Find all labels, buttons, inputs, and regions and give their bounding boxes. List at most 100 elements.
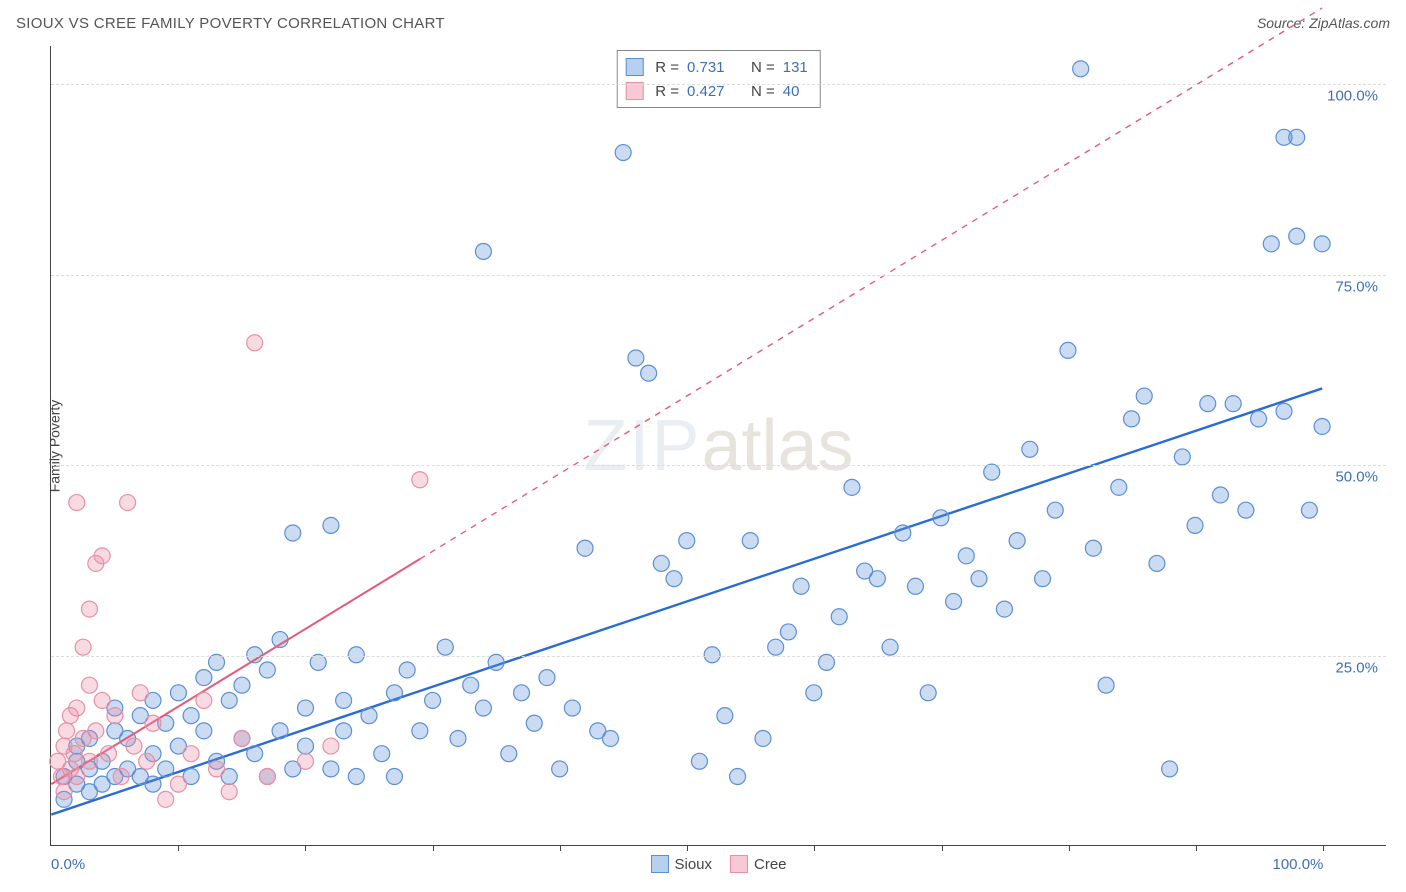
data-point-sioux xyxy=(298,700,314,716)
data-point-sioux xyxy=(602,730,618,746)
data-point-sioux xyxy=(1047,502,1063,518)
data-point-sioux xyxy=(1263,236,1279,252)
data-point-sioux xyxy=(907,578,923,594)
data-point-sioux xyxy=(895,525,911,541)
data-point-sioux xyxy=(1251,411,1267,427)
data-point-cree xyxy=(69,769,85,785)
data-point-sioux xyxy=(1009,533,1025,549)
data-point-sioux xyxy=(1085,540,1101,556)
data-point-cree xyxy=(412,472,428,488)
data-point-cree xyxy=(56,784,72,800)
correlation-legend-row: R =0.731N =131 xyxy=(625,55,808,79)
data-point-sioux xyxy=(475,243,491,259)
data-point-cree xyxy=(69,700,85,716)
x-tick xyxy=(814,845,815,851)
data-point-sioux xyxy=(984,464,1000,480)
x-tick xyxy=(942,845,943,851)
data-point-sioux xyxy=(259,662,275,678)
data-point-sioux xyxy=(501,746,517,762)
data-point-sioux xyxy=(679,533,695,549)
y-tick-label: 25.0% xyxy=(1335,659,1378,676)
data-point-sioux xyxy=(1022,441,1038,457)
x-tick xyxy=(687,845,688,851)
data-point-sioux xyxy=(1225,396,1241,412)
data-point-sioux xyxy=(806,685,822,701)
data-point-cree xyxy=(66,746,82,762)
data-point-sioux xyxy=(628,350,644,366)
data-point-cree xyxy=(59,723,75,739)
data-point-sioux xyxy=(158,761,174,777)
series-legend-label: Sioux xyxy=(674,856,712,873)
r-value: 0.731 xyxy=(687,59,735,76)
data-point-sioux xyxy=(844,479,860,495)
data-point-cree xyxy=(126,738,142,754)
data-point-cree xyxy=(209,761,225,777)
data-point-sioux xyxy=(946,594,962,610)
data-point-sioux xyxy=(425,692,441,708)
chart-source: Source: ZipAtlas.com xyxy=(1257,15,1390,31)
data-point-sioux xyxy=(1162,761,1178,777)
data-point-sioux xyxy=(958,548,974,564)
data-point-sioux xyxy=(1136,388,1152,404)
correlation-legend: R =0.731N =131R =0.427N =40 xyxy=(616,50,821,108)
data-point-sioux xyxy=(348,769,364,785)
data-point-sioux xyxy=(1289,129,1305,145)
data-point-sioux xyxy=(336,723,352,739)
data-point-sioux xyxy=(1060,342,1076,358)
data-point-sioux xyxy=(247,746,263,762)
data-point-sioux xyxy=(209,654,225,670)
data-point-sioux xyxy=(450,730,466,746)
x-tick-label: 0.0% xyxy=(51,856,85,873)
data-point-sioux xyxy=(437,639,453,655)
data-point-sioux xyxy=(183,708,199,724)
data-point-sioux xyxy=(831,609,847,625)
data-point-sioux xyxy=(1098,677,1114,693)
data-point-sioux xyxy=(653,555,669,571)
data-point-sioux xyxy=(1212,487,1228,503)
data-point-sioux xyxy=(742,533,758,549)
data-point-sioux xyxy=(170,685,186,701)
data-point-cree xyxy=(196,692,212,708)
series-legend-label: Cree xyxy=(754,856,787,873)
data-point-cree xyxy=(113,769,129,785)
data-point-sioux xyxy=(971,571,987,587)
data-point-sioux xyxy=(234,677,250,693)
data-point-sioux xyxy=(412,723,428,739)
data-point-cree xyxy=(69,495,85,511)
plot-svg xyxy=(51,46,1386,845)
data-point-sioux xyxy=(323,517,339,533)
data-point-sioux xyxy=(1124,411,1140,427)
data-point-cree xyxy=(94,548,110,564)
x-tick xyxy=(178,845,179,851)
y-tick-label: 50.0% xyxy=(1335,469,1378,486)
data-point-sioux xyxy=(1111,479,1127,495)
x-tick xyxy=(305,845,306,851)
r-label: R = xyxy=(655,59,679,76)
data-point-sioux xyxy=(463,677,479,693)
data-point-sioux xyxy=(399,662,415,678)
data-point-sioux xyxy=(882,639,898,655)
gridline-h xyxy=(51,84,1386,85)
data-point-cree xyxy=(75,639,91,655)
data-point-cree xyxy=(298,753,314,769)
data-point-sioux xyxy=(374,746,390,762)
data-point-cree xyxy=(183,746,199,762)
data-point-cree xyxy=(139,753,155,769)
chart-header: SIOUX VS CREE FAMILY POVERTY CORRELATION… xyxy=(0,0,1406,38)
data-point-cree xyxy=(81,601,97,617)
x-tick xyxy=(1196,845,1197,851)
legend-swatch xyxy=(730,855,748,873)
data-point-cree xyxy=(170,776,186,792)
data-point-cree xyxy=(259,769,275,785)
data-point-sioux xyxy=(1314,418,1330,434)
data-point-sioux xyxy=(717,708,733,724)
data-point-sioux xyxy=(869,571,885,587)
data-point-sioux xyxy=(475,700,491,716)
series-legend-item: Sioux xyxy=(650,855,712,873)
x-tick xyxy=(433,845,434,851)
data-point-sioux xyxy=(514,685,530,701)
data-point-cree xyxy=(221,784,237,800)
data-point-cree xyxy=(120,495,136,511)
data-point-sioux xyxy=(1035,571,1051,587)
series-legend: Sioux Cree xyxy=(650,855,786,873)
